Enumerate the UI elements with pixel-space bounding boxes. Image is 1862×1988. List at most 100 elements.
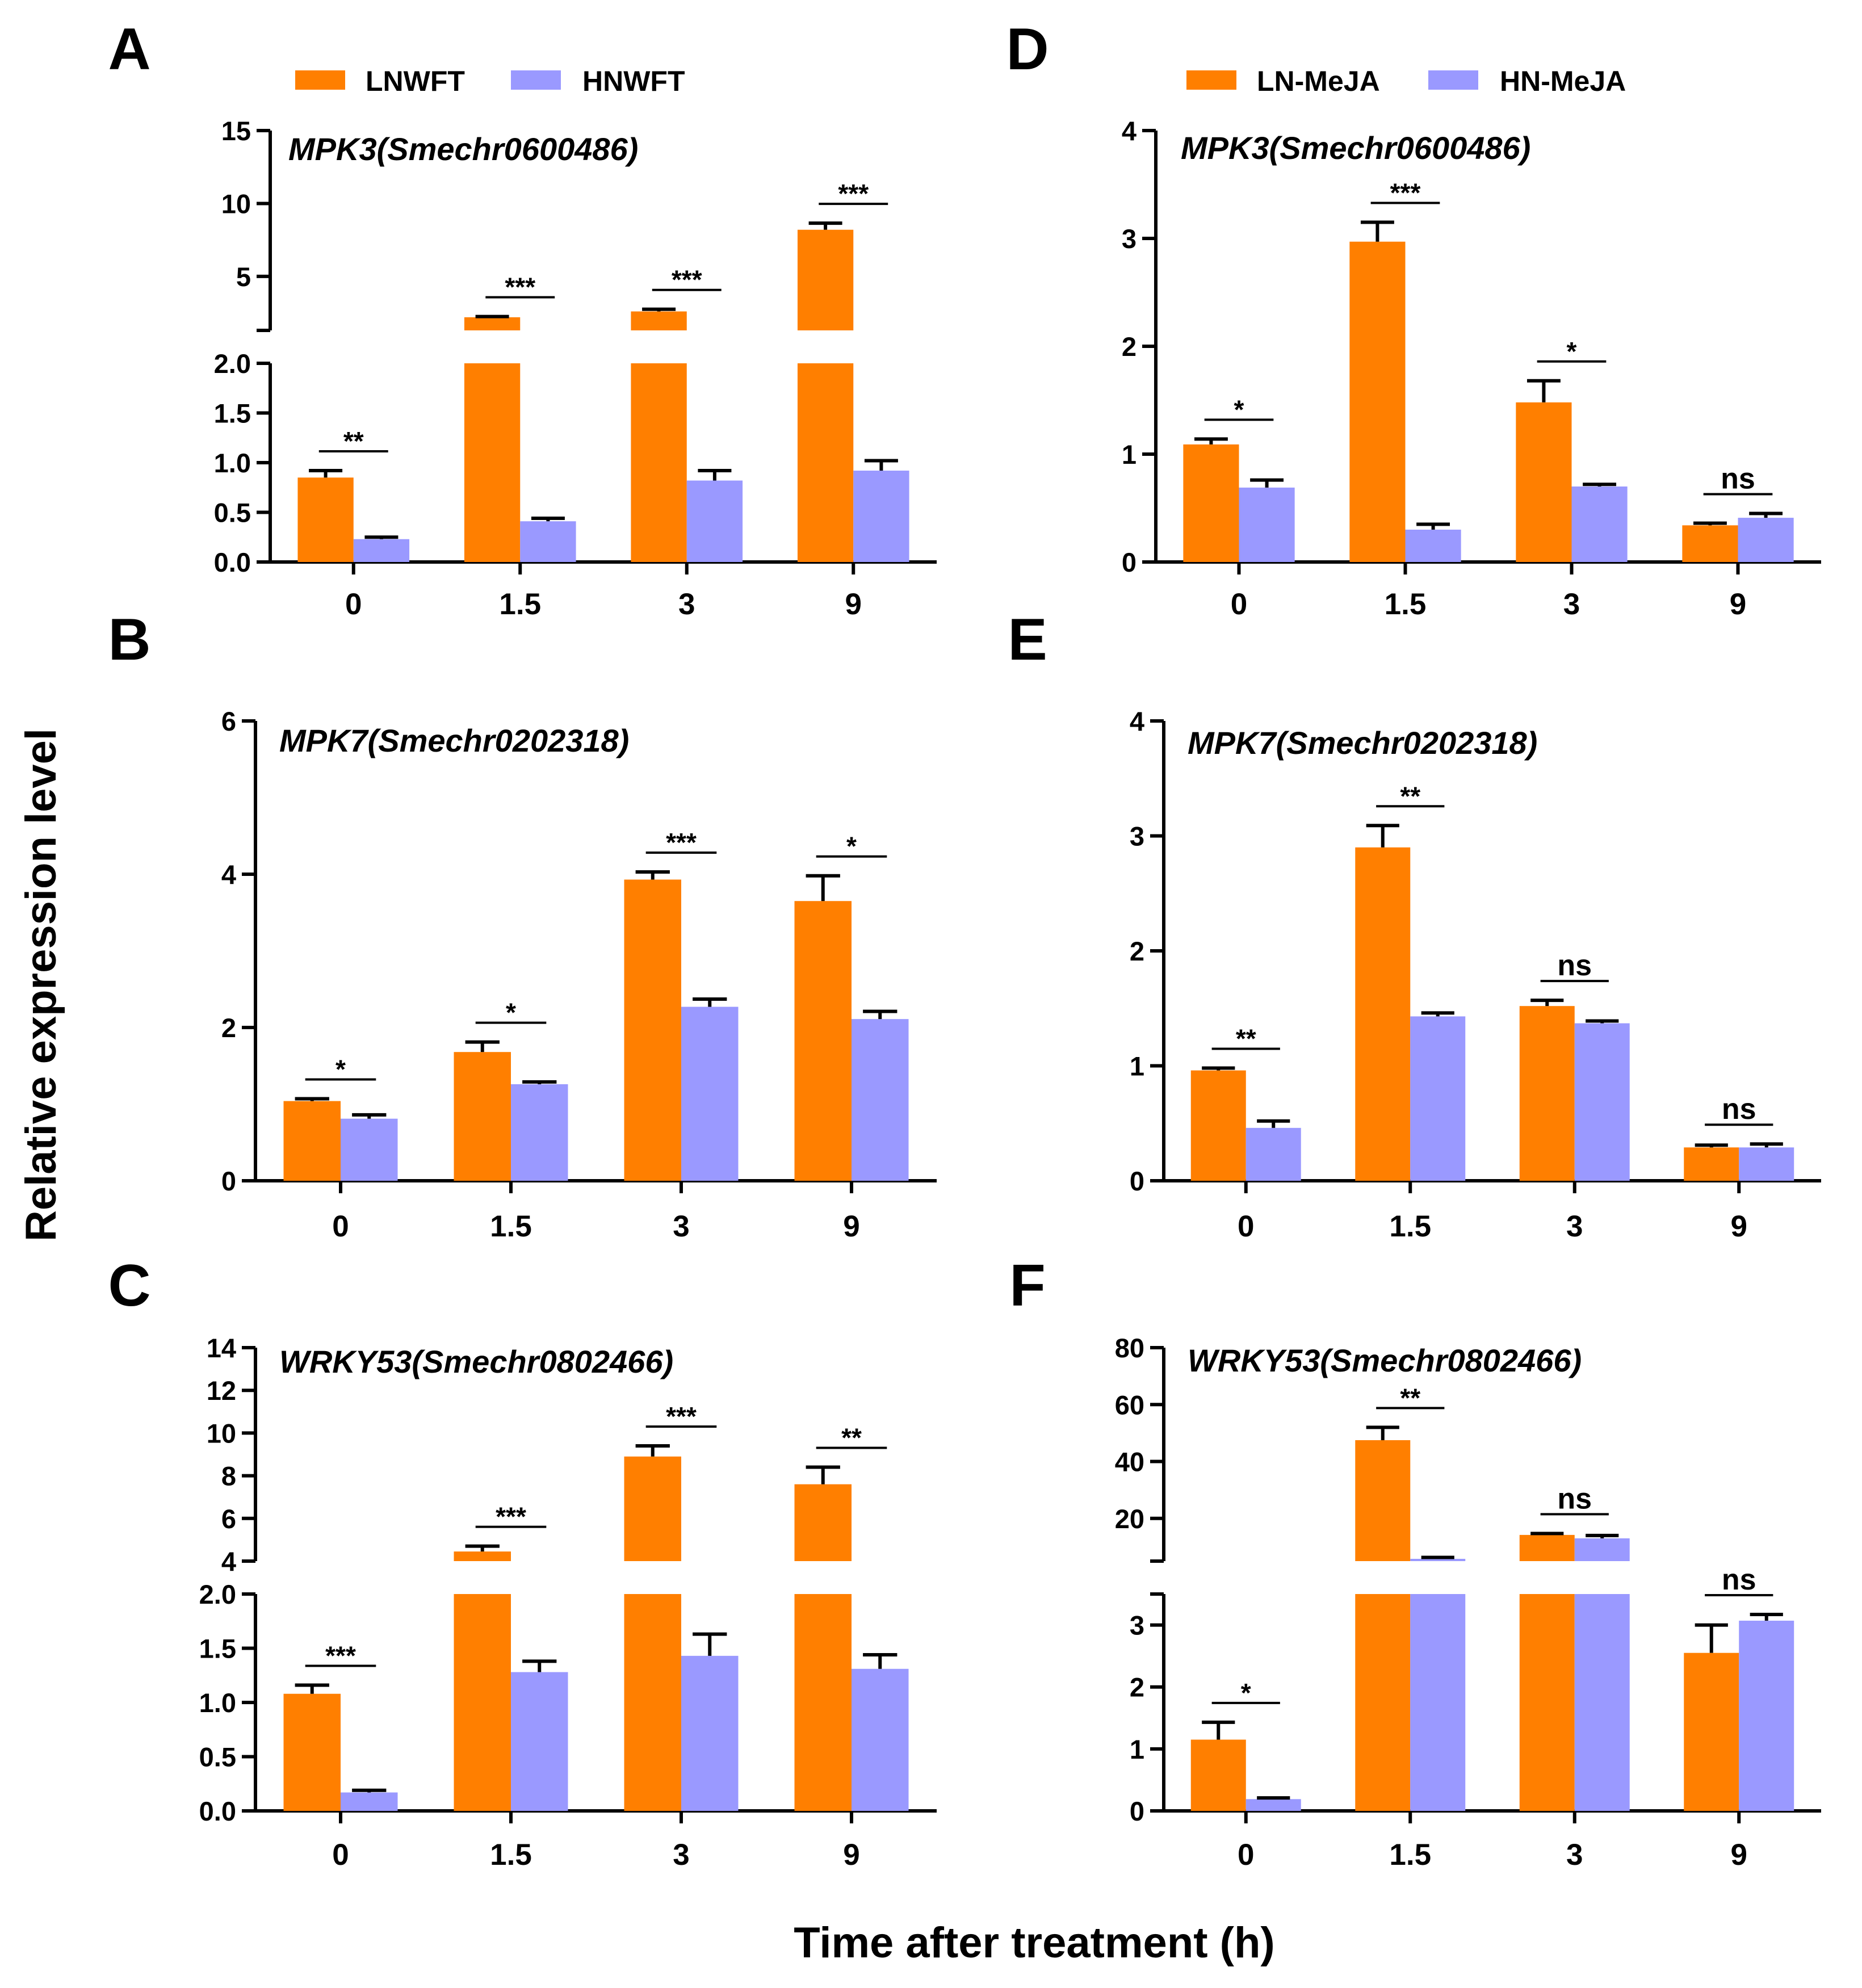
significance-label: **	[1400, 1383, 1420, 1412]
panel-e: E MPK7(Smechr0202318) 0 1 2 3 4 0 ** 1.5 ** 3 ns 9 ns	[1008, 607, 1821, 1243]
y-tick-label: 0.5	[199, 1742, 236, 1772]
bar-a-0	[1190, 1070, 1246, 1181]
y-tick-label: 15	[221, 116, 251, 146]
panel-letter-c: C	[108, 1253, 150, 1319]
gene-title: WRKY53(Smechr0802466)	[279, 1344, 673, 1379]
legend-left-label-a: LNWFT	[366, 65, 465, 97]
y-tick-label: 2.0	[214, 349, 251, 379]
legend-right-label-a: LN-MeJA	[1257, 65, 1380, 97]
gene-title: MPK7(Smechr0202318)	[279, 723, 629, 758]
legend-right-swatch-b	[1428, 70, 1478, 90]
legend-right: LN-MeJA HN-MeJA	[1186, 65, 1626, 97]
x-tick-label: 1.5	[1389, 1210, 1431, 1243]
significance-label: ***	[1390, 178, 1421, 208]
bar-a-3	[1519, 1534, 1575, 1561]
bar-a-9	[794, 901, 852, 1181]
panel-f: F WRKY53(Smechr0802466) 0 1 2 3 20 40 60 80 0 * 1.5 *…	[1009, 1253, 1821, 1872]
bar-b-9	[852, 1668, 909, 1811]
panel-letter-d: D	[1006, 16, 1049, 82]
x-tick-label: 1.5	[490, 1210, 532, 1243]
y-tick-label: 40	[1115, 1447, 1144, 1477]
bar-a-3	[631, 363, 687, 562]
bar-b-9	[1738, 518, 1794, 562]
bar-a-3	[624, 1594, 681, 1811]
bar-a-3	[624, 879, 681, 1181]
bar-a-1.5	[464, 317, 521, 330]
significance-label: **	[1400, 781, 1420, 811]
x-tick-label: 0	[1238, 1210, 1254, 1243]
bar-a-9	[1684, 1147, 1739, 1181]
significance-label: ***	[496, 1502, 526, 1532]
bar-a-1.5	[464, 363, 521, 562]
figure-xlabel: Time after treatment (h)	[794, 1919, 1274, 1967]
y-tick-label: 60	[1115, 1390, 1144, 1420]
significance-label: ns	[1722, 1093, 1756, 1126]
panel-letter-a: A	[108, 16, 150, 82]
x-tick-label: 9	[1731, 1210, 1747, 1243]
bar-a-0	[283, 1693, 341, 1811]
y-tick-label: 6	[221, 706, 236, 736]
bar-b-0	[341, 1792, 398, 1811]
bar-a-0	[297, 477, 354, 562]
bar-a-1.5	[454, 1594, 511, 1811]
y-tick-label: 0.5	[214, 498, 251, 528]
panel-b: B MPK7(Smechr0202318) 0 2 4 6 0 * 1.5 * 3 *** 9 *	[108, 607, 937, 1243]
bar-a-1.5	[1355, 1440, 1411, 1561]
legend-right-swatch-a	[1186, 70, 1236, 90]
x-tick-label: 9	[1730, 588, 1746, 621]
x-tick-label: 9	[843, 1838, 859, 1872]
significance-label: ***	[838, 179, 869, 208]
significance-label: *	[336, 1055, 346, 1084]
y-tick-label: 2	[1130, 936, 1144, 966]
bar-b-3	[1571, 486, 1628, 562]
bar-a-9	[794, 1484, 852, 1561]
gene-title: MPK3(Smechr0600486)	[288, 131, 638, 167]
bar-a-0	[1190, 1739, 1246, 1811]
legend-left-swatch-a	[295, 70, 345, 90]
y-tick-label: 1	[1122, 439, 1137, 469]
y-tick-label: 6	[221, 1504, 236, 1534]
y-tick-label: 2	[221, 1013, 236, 1043]
gene-title: MPK7(Smechr0202318)	[1188, 725, 1537, 761]
bar-b-1.5	[511, 1672, 568, 1811]
bar-b-1.5	[520, 521, 576, 562]
y-tick-label: 2	[1122, 332, 1137, 362]
y-tick-label: 3	[1130, 821, 1144, 852]
y-tick-label: 4	[221, 1546, 236, 1576]
significance-label: *	[846, 832, 857, 861]
x-tick-label: 0	[1238, 1838, 1254, 1872]
bar-b-9	[853, 471, 909, 562]
bar-b-9	[1739, 1147, 1794, 1181]
bar-a-1.5	[454, 1052, 511, 1181]
significance-label: ***	[666, 828, 697, 857]
y-tick-label: 1.0	[199, 1688, 236, 1718]
x-tick-label: 3	[1566, 1210, 1583, 1243]
panel-letter-b: B	[108, 607, 150, 673]
chart-panels: AMPK3(Smechr0600486)0.00.51.01.52.051015…	[108, 16, 1821, 1872]
bar-b-0	[353, 539, 410, 562]
legend-left: LNWFT HNWFT	[295, 65, 685, 97]
y-tick-label: 5	[236, 262, 251, 292]
x-tick-label: 0	[345, 588, 362, 621]
panel-letter-f: F	[1009, 1253, 1046, 1319]
x-tick-label: 9	[843, 1210, 859, 1243]
x-tick-label: 3	[673, 1210, 689, 1243]
significance-label: **	[343, 426, 364, 456]
legend-left-label-b: HNWFT	[582, 65, 685, 97]
significance-label: ns	[1722, 1563, 1756, 1596]
y-tick-label: 0	[1130, 1796, 1144, 1826]
significance-label: ***	[666, 1402, 697, 1431]
bar-a-3	[1519, 1006, 1575, 1181]
bar-b-3	[1574, 1023, 1630, 1181]
bar-b-0	[1245, 1127, 1301, 1181]
y-tick-label: 2	[1130, 1672, 1144, 1702]
figure-ylabel: Relative expression level	[17, 728, 65, 1242]
bar-a-1.5	[1355, 1594, 1411, 1811]
y-tick-label: 0.0	[199, 1796, 236, 1826]
x-tick-label: 0	[332, 1210, 349, 1243]
significance-label: **	[1236, 1024, 1256, 1054]
x-tick-label: 1.5	[499, 588, 541, 621]
x-tick-label: 0	[332, 1838, 349, 1872]
y-tick-label: 2.0	[199, 1579, 236, 1609]
